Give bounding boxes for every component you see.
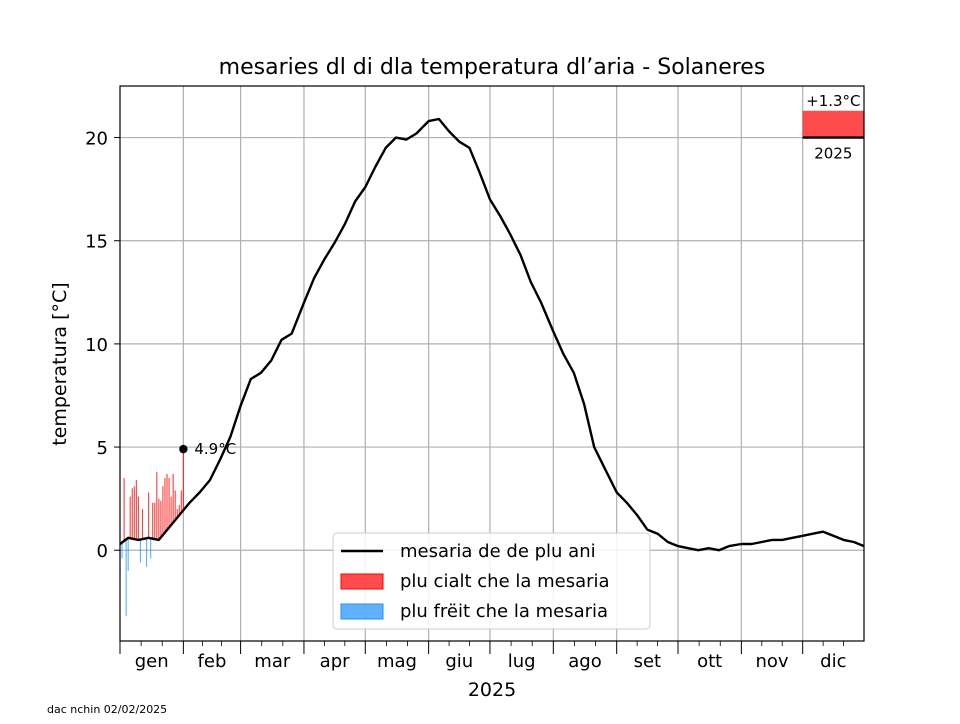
x-axis: gen feb mar apr mag giu lug ago set ott nov dic [119,641,847,672]
warmer-day-bar [156,471,158,540]
month-label: gen [135,651,169,672]
legend-box [332,532,651,630]
warmer-day-bar [152,502,154,539]
y-tick-label: 10 [85,335,108,356]
y-axis-label: temperatura [°C] [49,282,71,445]
warmer-day-bar [129,496,131,539]
warmer-day-bar [176,508,178,518]
month-label: mag [377,651,417,672]
colder-day-bar [146,538,148,567]
colder-day-bar [121,542,123,559]
last-value-marker [179,444,188,454]
warmer-day-bar [135,480,137,540]
y-tick-label: 20 [85,129,108,150]
warmer-day-bar [141,508,144,540]
last-value-label: 4.9°C [194,440,236,458]
warmer-day-bar [131,488,133,539]
legend: mesaria de de plu ani plu cialt che la me… [332,532,651,630]
warmer-day-bar [137,496,139,540]
warmer-day-bar [174,490,176,521]
legend-label-warmer: plu cialt che la mesaria [400,571,610,592]
colder-day-bar [125,539,127,617]
warmer-day-bar [166,473,168,530]
warmer-day-bar [160,500,162,538]
warmer-day-bar [168,478,170,528]
year-anomaly-box: +1.3°C 2025 [802,92,864,163]
month-label: mar [254,651,291,672]
x-axis-label: 2025 [468,679,516,701]
warmer-day-bar [162,486,164,535]
legend-swatch-warmer [340,573,384,590]
month-label: feb [198,651,227,672]
legend-label-mean: mesaria de de plu ani [400,541,596,562]
warmer-day-bar [170,496,172,526]
warmer-day-bar [133,486,135,540]
warmer-day-bar [158,498,160,540]
warmer-day-bar [154,502,156,540]
y-axis: 0 5 10 15 20 [85,129,120,562]
month-label: set [634,651,662,672]
daily-anomaly-bars [119,449,184,617]
footer-note: dac nchin 02/02/2025 [47,703,167,716]
mean-line-group: 4.9°C [119,117,865,552]
y-tick-label: 5 [97,438,108,459]
month-label: ott [697,651,722,672]
warmer-day-bar [123,478,125,541]
warmer-day-bar [148,492,150,538]
mean-line [119,117,865,552]
month-label: ago [568,651,601,672]
year-anomaly-value: +1.3°C [806,92,860,110]
colder-day-bar [127,537,129,571]
warmer-day-bar [182,449,184,511]
month-label: giu [445,651,473,672]
month-label: lug [508,651,536,672]
y-tick-label: 0 [97,541,108,562]
warmer-day-bar [180,490,182,513]
chart-title: mesaries dl di dla temperatura dl’aria -… [219,55,766,80]
warmer-day-bar [172,473,174,523]
warmer-day-bar [164,478,166,533]
legend-swatch-colder [340,603,384,620]
month-label: apr [320,651,350,672]
warmer-day-bar [178,504,180,516]
colder-day-bar [150,538,152,559]
year-anomaly-year: 2025 [814,145,852,163]
plot-frame [119,85,865,642]
year-anomaly-bar [802,110,864,138]
month-label: dic [820,651,846,672]
y-tick-label: 15 [85,232,108,253]
month-label: nov [755,651,788,672]
legend-label-colder: plu frëit che la mesaria [400,601,608,622]
colder-day-bar [139,539,142,563]
